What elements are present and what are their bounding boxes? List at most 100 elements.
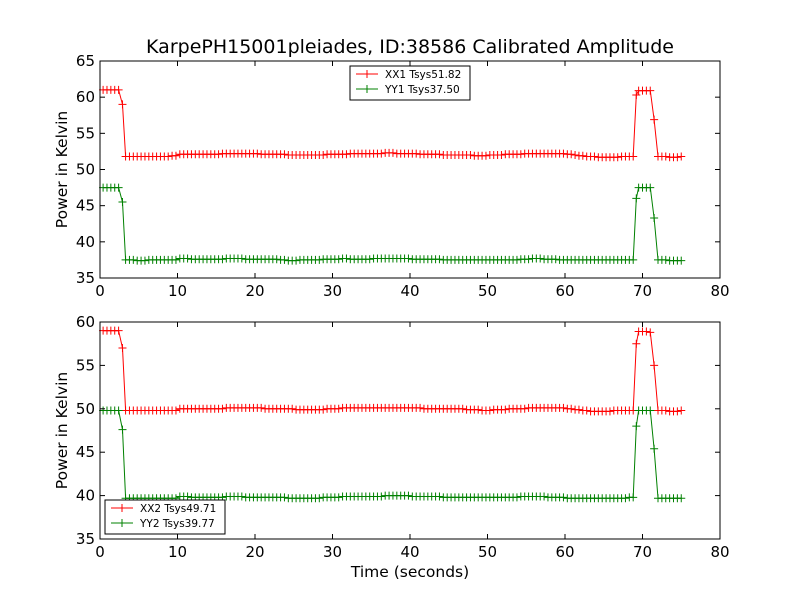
bottom-y-tick-label: 55 [76,356,95,374]
legend-label-xx2: XX2 Tsys49.71 [140,503,216,515]
bottom-series-0-point [632,339,641,348]
bottom-x-tick-label: 80 [710,543,729,561]
bottom-series-1-point [629,493,638,502]
bottom-y-tick-label: 60 [76,313,95,331]
bottom-series-0-point [501,405,510,414]
bottom-series-1-point [114,406,123,415]
bottom-y-tick-label: 35 [76,530,95,548]
top-series-1-point [114,183,123,192]
chart-title: KarpePH15001pleiades, ID:38586 Calibrate… [146,36,674,58]
bottom-y-tick-label: 50 [76,400,95,418]
legend-marker-yy2 [118,519,126,527]
top-y-tick-label: 60 [76,88,95,106]
top-series-1-point [365,255,374,264]
bottom-series-1-point [334,493,343,502]
top-series-1-point [646,183,655,192]
top-series-0-point [559,149,568,158]
bottom-series-0-point [416,403,425,412]
bottom-series-0-point [646,328,655,337]
legend-marker-yy1 [363,85,371,93]
top-series-1-point [677,256,686,265]
top-y-tick-label: 35 [76,269,95,287]
top-series-1-point [237,254,246,263]
top-y-tick-label: 40 [76,233,95,251]
top-y-tick-label: 45 [76,197,95,215]
bottom-plot-area: 0 10 20 30 40 50 60 70 80 35 40 45 50 55 60 Power in K… [53,313,730,581]
top-series-1-point [632,194,641,203]
top-legend-entry-xx1: XX1 Tsys51.82 [356,69,461,81]
top-plot-series-group [99,85,686,265]
bottom-x-tick-label: 70 [633,543,652,561]
top-series-1-point [524,255,533,264]
x-axis-label: Time (seconds) [350,563,469,581]
bottom-series-1-point [540,492,549,501]
bottom-series-1-point [118,425,127,434]
top-series-1-point [435,255,444,264]
legend-label-yy2: YY2 Tsys39.77 [139,518,215,530]
top-series-1-point [536,254,545,263]
top-series-1-point [183,254,192,263]
top-series-1-point [650,213,659,222]
bottom-series-0-point [288,404,297,413]
top-x-tick-label: 0 [95,282,105,300]
top-series-1-point [292,256,301,265]
top-series-0-point [497,151,506,160]
bottom-series-1-point [435,492,444,501]
top-x-tick-label: 10 [168,282,187,300]
top-plot-ticks: 0 10 20 30 40 50 60 70 80 35 40 45 50 55 60 65 [76,52,730,300]
bottom-series-1-point [404,491,413,500]
bottom-legend-box [104,499,226,535]
bottom-series-1-point [512,493,521,502]
top-y-tick-label: 50 [76,161,95,179]
bottom-series-0-point [567,404,576,413]
bottom-series-0-point [458,404,467,413]
top-series-0-point [319,151,328,160]
top-series-0-point [590,152,599,161]
bottom-series-0-point [334,404,343,413]
top-legend-entry-yy1: YY1 Tsys37.50 [356,84,460,96]
bottom-series-1-point [650,444,659,453]
top-series-0-point [342,150,351,159]
top-series-0-point [571,151,580,160]
top-series-0-point [677,152,686,161]
legend-label-xx1: XX1 Tsys51.82 [385,69,461,81]
bottom-series-0-point [319,405,328,414]
bottom-series-0-point [118,344,127,353]
bottom-x-tick-label: 0 [95,543,105,561]
bottom-series-0-point [661,406,670,415]
top-series-0-point [613,153,622,162]
top-y-tick-label: 55 [76,124,95,142]
top-series-0-point [377,149,386,158]
top-series-0-point [164,152,173,161]
top-series-0-point [114,85,123,94]
top-y-axis-label: Power in Kelvin [53,111,71,228]
bottom-series-0-point [677,406,686,415]
top-series-0-point [118,100,127,109]
top-series-1-point [661,255,670,264]
bottom-series-1-point [237,492,246,501]
bottom-series-0-point [218,404,227,413]
top-y-tick-label: 65 [76,52,95,70]
bottom-series-0-point [673,407,682,416]
top-x-tick-label: 30 [323,282,342,300]
top-series-1-point [551,255,560,264]
bottom-y-tick-label: 45 [76,443,95,461]
top-series-0-point [567,150,576,159]
top-legend: XX1 Tsys51.82 YY1 Tsys37.50 [349,65,471,101]
top-x-tick-label: 50 [478,282,497,300]
top-series-1-point [118,198,127,207]
bottom-plot-series-group [99,326,686,503]
top-series-0-point [629,152,638,161]
bottom-series-0-point [171,406,180,415]
bottom-legend-entry-xx2: XX2 Tsys49.71 [111,503,216,515]
legend-marker-xx1 [363,70,371,78]
legend-marker-xx2 [118,504,126,512]
bottom-legend: XX2 Tsys49.71 YY2 Tsys39.77 [104,499,226,535]
top-x-tick-label: 80 [710,282,729,300]
bottom-series-1-point [559,493,568,502]
bottom-series-0-point [114,326,123,335]
top-series-0-point [388,148,397,157]
bottom-series-0-point [474,405,483,414]
bottom-plot-ticks: 0 10 20 30 40 50 60 70 80 35 40 45 50 55 60 [76,313,730,561]
top-series-1-point [129,255,138,264]
